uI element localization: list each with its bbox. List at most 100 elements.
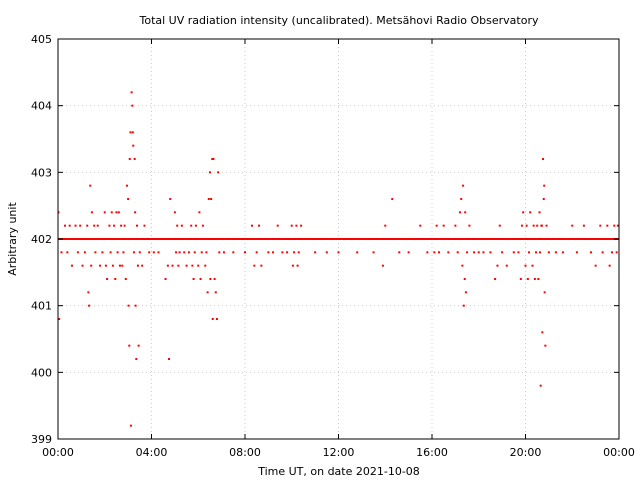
baseline-point: [573, 238, 575, 240]
baseline-point: [333, 238, 336, 240]
baseline-point: [358, 238, 361, 240]
baseline-point: [597, 238, 600, 240]
baseline-point: [531, 238, 533, 240]
data-point: [608, 264, 611, 267]
baseline-point: [67, 238, 69, 240]
baseline-point: [110, 238, 112, 240]
baseline-point: [409, 238, 411, 240]
data-point: [540, 224, 543, 227]
data-point: [177, 264, 180, 267]
baseline-point: [80, 238, 82, 240]
baseline-point: [275, 238, 277, 240]
data-point: [171, 264, 174, 267]
data-point: [460, 198, 463, 200]
baseline-point: [368, 238, 371, 240]
baseline-point: [483, 238, 485, 240]
baseline-point: [467, 238, 470, 240]
data-point: [194, 224, 197, 227]
baseline-point: [115, 238, 117, 240]
baseline-point: [586, 238, 588, 240]
baseline-point: [389, 238, 392, 240]
data-point: [168, 358, 171, 360]
data-point: [128, 344, 131, 347]
data-point: [435, 224, 438, 227]
baseline-point: [114, 238, 116, 240]
data-point: [531, 264, 534, 267]
data-point: [210, 198, 213, 200]
data-point: [272, 251, 275, 254]
data-point: [122, 251, 125, 254]
baseline-point: [452, 238, 454, 240]
baseline-point: [488, 238, 491, 240]
data-point: [127, 304, 130, 307]
baseline-point: [103, 238, 106, 240]
baseline-point: [144, 238, 146, 240]
baseline-point: [145, 238, 147, 240]
data-point: [118, 264, 121, 267]
baseline-point: [246, 238, 249, 240]
data-point: [464, 291, 467, 294]
baseline-point: [228, 238, 231, 240]
baseline-point: [68, 238, 71, 240]
data-point: [496, 264, 499, 267]
baseline-point: [372, 238, 375, 240]
baseline-point: [154, 238, 156, 240]
baseline-point: [446, 238, 449, 240]
baseline-point: [318, 238, 320, 240]
baseline-point: [215, 238, 218, 240]
baseline-point: [426, 238, 428, 240]
baseline-point: [249, 238, 251, 240]
data-point: [296, 264, 299, 267]
baseline-point: [561, 238, 563, 240]
data-point: [136, 264, 139, 267]
baseline-point: [168, 238, 171, 240]
baseline-point: [160, 238, 163, 240]
baseline-point: [475, 238, 478, 240]
data-point: [127, 198, 130, 200]
data-point: [442, 224, 445, 227]
baseline-point: [157, 238, 159, 240]
data-point: [293, 251, 296, 254]
baseline-point: [194, 238, 197, 240]
baseline-point: [292, 238, 294, 240]
data-point: [128, 158, 131, 160]
baseline-point: [418, 238, 420, 240]
y-tick-label: 404: [31, 100, 52, 113]
data-point: [187, 251, 190, 254]
baseline-point: [290, 238, 293, 240]
data-point: [129, 424, 132, 427]
baseline-point: [298, 238, 301, 240]
baseline-point: [571, 238, 574, 240]
baseline-point: [316, 238, 319, 240]
data-point: [337, 251, 340, 254]
baseline-point: [367, 238, 370, 240]
baseline-point: [259, 238, 262, 240]
data-point: [526, 278, 529, 280]
data-point: [114, 278, 117, 280]
baseline-point: [562, 238, 565, 240]
data-point: [173, 211, 176, 214]
baseline-point: [482, 238, 484, 240]
baseline-point: [553, 238, 556, 240]
baseline-point: [361, 238, 363, 240]
data-point: [407, 251, 410, 254]
baseline-point: [342, 238, 345, 240]
baseline-point: [599, 238, 601, 240]
baseline-point: [391, 238, 393, 240]
baseline-point: [522, 238, 524, 240]
baseline-point: [383, 238, 385, 240]
baseline-point: [379, 238, 381, 240]
data-point: [200, 251, 203, 254]
data-point: [89, 184, 92, 187]
baseline-point: [612, 238, 614, 240]
baseline-point: [331, 238, 333, 240]
data-point: [599, 224, 602, 227]
baseline-point: [463, 238, 466, 240]
data-point: [79, 224, 82, 227]
baseline-point: [185, 238, 188, 240]
baseline-point: [544, 238, 546, 240]
baseline-point: [289, 238, 292, 240]
baseline-point: [183, 238, 185, 240]
baseline-point: [432, 238, 435, 240]
baseline-point: [354, 238, 357, 240]
